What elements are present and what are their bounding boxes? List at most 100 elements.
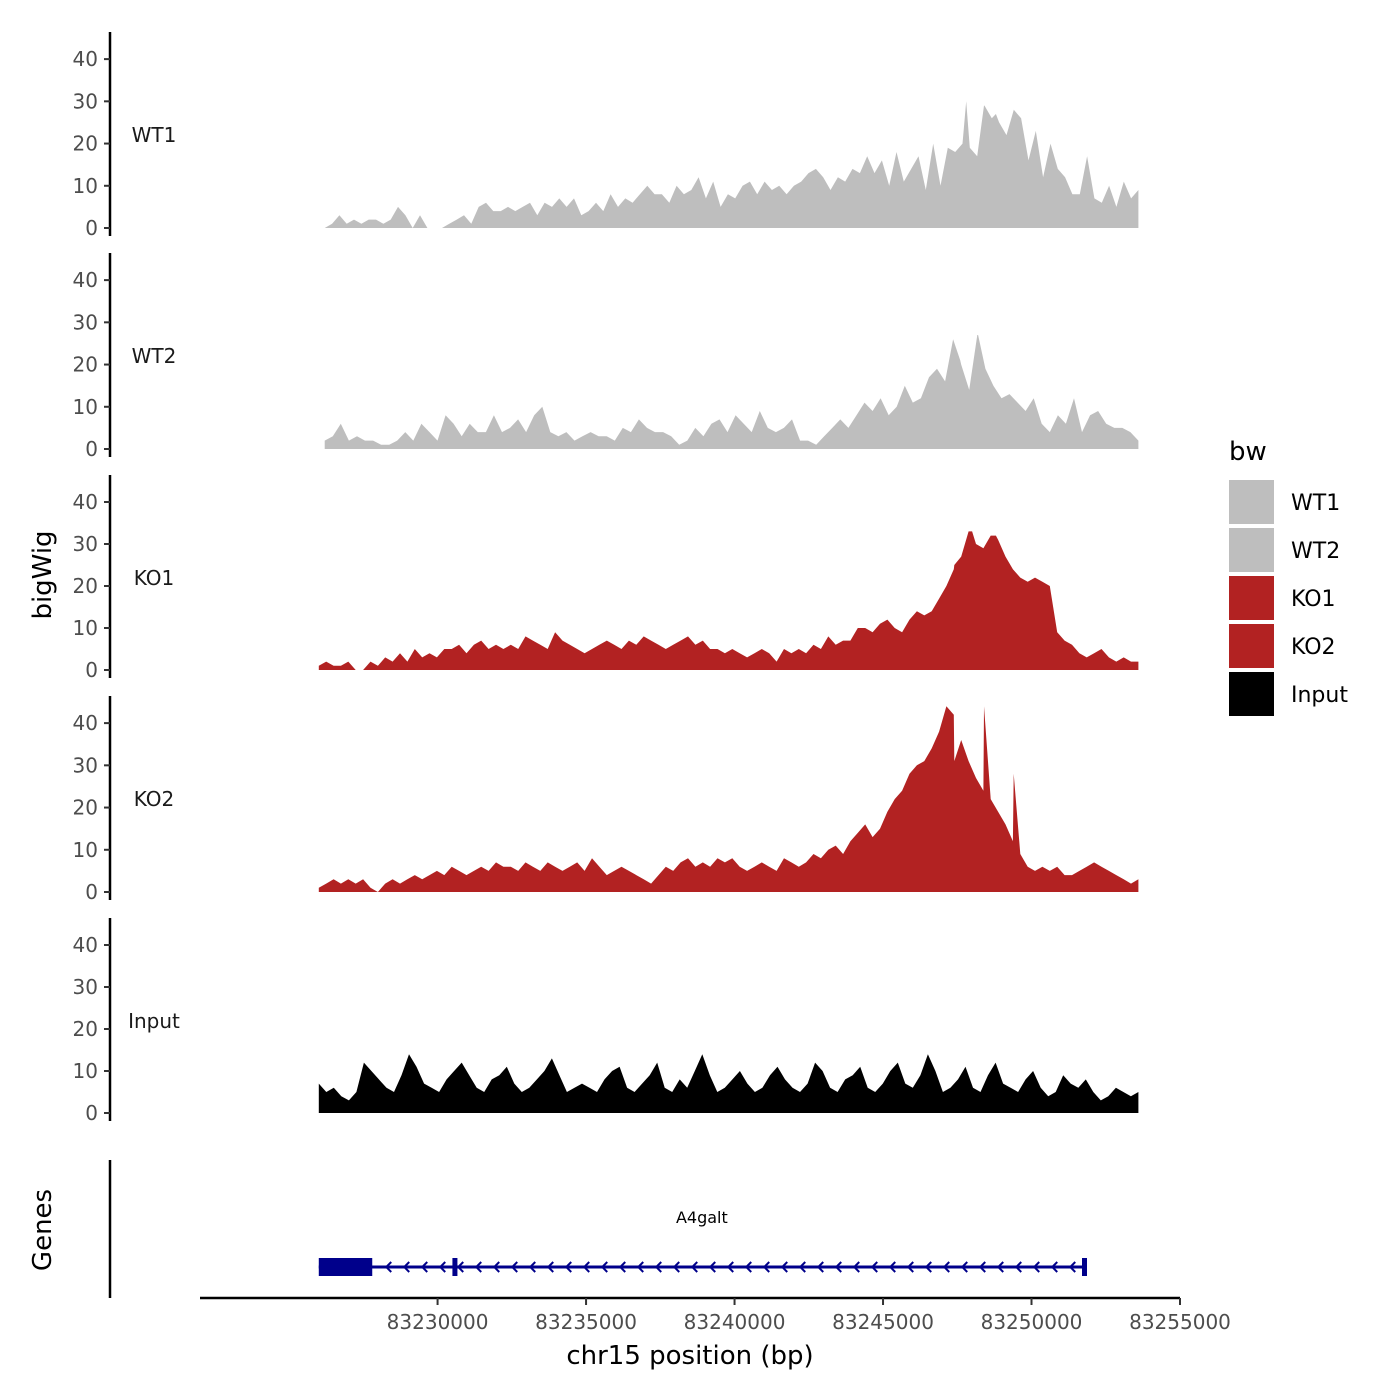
strand-arrow: [402, 1261, 410, 1273]
strand-arrow: [1050, 1261, 1058, 1273]
strand-arrow: [852, 1261, 860, 1273]
strip-label-ko2: KO2: [134, 787, 175, 811]
gene-exon: [318, 1258, 373, 1276]
legend-label-input: Input: [1291, 683, 1348, 708]
strand-arrow: [798, 1261, 806, 1273]
strand-arrow: [960, 1261, 968, 1273]
y-tick-label: 40: [73, 490, 98, 514]
x-tick-label: 83250000: [981, 1310, 1083, 1334]
strand-arrow: [420, 1261, 428, 1273]
strand-arrow: [708, 1261, 716, 1273]
y-tick-label: 10: [73, 616, 98, 640]
y-tick-label: 40: [73, 711, 98, 735]
gene-model-a4galt: A4galt: [318, 1208, 1087, 1276]
signal-area-wt1: [324, 101, 1139, 228]
strand-arrow: [834, 1261, 842, 1273]
y-tick-label: 0: [85, 216, 98, 240]
strand-arrow: [726, 1261, 734, 1273]
genes-track-title: Genes: [28, 1189, 58, 1271]
y-tick-label: 10: [73, 1059, 98, 1083]
legend-label-ko1: KO1: [1291, 587, 1336, 612]
strand-arrow: [780, 1261, 788, 1273]
y-tick-label: 10: [73, 395, 98, 419]
gene-exon: [1082, 1258, 1087, 1276]
y-axis-title: bigWig: [28, 530, 58, 619]
strand-arrow: [744, 1261, 752, 1273]
y-tick-label: 30: [73, 89, 98, 113]
legend-label-ko2: KO2: [1291, 635, 1336, 660]
y-tick-label: 0: [85, 1101, 98, 1125]
strand-arrow: [528, 1261, 536, 1273]
strand-arrow: [906, 1261, 914, 1273]
strand-arrow: [492, 1261, 500, 1273]
strand-arrow: [762, 1261, 770, 1273]
strand-arrow: [618, 1261, 626, 1273]
track-ko1: 0 10 20 30 40 KO1: [73, 475, 1139, 682]
x-tick-label: 83245000: [832, 1310, 934, 1334]
x-axis: 83230000 83235000 83240000 83245000 83250000…: [200, 1296, 1231, 1334]
legend-key-input: [1229, 672, 1274, 716]
strip-label-wt2: WT2: [132, 344, 177, 368]
legend-key-wt1: [1229, 480, 1274, 524]
y-tick-label: 20: [73, 1017, 98, 1041]
strand-arrow: [870, 1261, 878, 1273]
y-tick-label: 0: [85, 658, 98, 682]
strand-arrow: [636, 1261, 644, 1273]
signal-area-ko1: [318, 531, 1139, 670]
strand-arrow: [942, 1261, 950, 1273]
y-tick-label: 40: [73, 47, 98, 71]
x-tick-label: 83255000: [1129, 1310, 1231, 1334]
signal-area-ko2: [318, 706, 1139, 892]
x-axis-title: chr15 position (bp): [566, 1341, 813, 1371]
strand-arrow: [672, 1261, 680, 1273]
legend-key-ko2: [1229, 624, 1274, 668]
x-tick-label: 83235000: [535, 1310, 637, 1334]
track-wt1: 0 10 20 30 40 WT1: [73, 32, 1139, 240]
strand-arrow: [888, 1261, 896, 1273]
y-tick-label: 30: [73, 310, 98, 334]
track-ko2: 0 10 20 30 40 KO2: [73, 696, 1139, 904]
legend: WT1 WT2 KO1 KO2 Input: [1229, 480, 1348, 716]
strand-arrow: [600, 1261, 608, 1273]
strand-arrow: [582, 1261, 590, 1273]
strand-arrow: [978, 1261, 986, 1273]
strip-label-wt1: WT1: [132, 123, 177, 147]
track-input: 0 10 20 30 40 Input: [73, 918, 1139, 1125]
signal-area-wt2: [324, 335, 1139, 449]
y-tick-label: 10: [73, 174, 98, 198]
track-wt2: 0 10 20 30 40 WT2: [73, 253, 1139, 461]
strand-arrow: [456, 1261, 464, 1273]
strand-arrow: [1032, 1261, 1040, 1273]
y-tick-label: 40: [73, 933, 98, 957]
y-tick-label: 20: [73, 353, 98, 377]
strand-arrow: [546, 1261, 554, 1273]
y-tick-label: 10: [73, 838, 98, 862]
y-tick-label: 40: [73, 268, 98, 292]
strand-arrow: [1068, 1261, 1076, 1273]
strand-arrow: [510, 1261, 518, 1273]
y-tick-label: 30: [73, 532, 98, 556]
strand-arrow: [564, 1261, 572, 1273]
legend-key-ko1: [1229, 576, 1274, 620]
legend-label-wt2: WT2: [1291, 539, 1340, 564]
strip-label-ko1: KO1: [134, 566, 175, 590]
strand-arrow: [654, 1261, 662, 1273]
gene-track: A4galt: [108, 1160, 1087, 1298]
strand-arrow: [1014, 1261, 1022, 1273]
strand-arrow: [924, 1261, 932, 1273]
strand-arrow: [474, 1261, 482, 1273]
signal-area-input: [318, 1054, 1139, 1113]
strand-arrow: [690, 1261, 698, 1273]
y-tick-label: 20: [73, 796, 98, 820]
strand-arrow: [816, 1261, 824, 1273]
strand-arrow: [438, 1261, 446, 1273]
legend-key-wt2: [1229, 528, 1274, 572]
y-tick-label: 20: [73, 574, 98, 598]
strip-label-input: Input: [128, 1009, 180, 1033]
x-tick-label: 83240000: [684, 1310, 786, 1334]
legend-title: bw: [1229, 437, 1267, 467]
gene-exon: [452, 1258, 458, 1276]
y-tick-label: 20: [73, 132, 98, 156]
strand-arrow: [996, 1261, 1004, 1273]
